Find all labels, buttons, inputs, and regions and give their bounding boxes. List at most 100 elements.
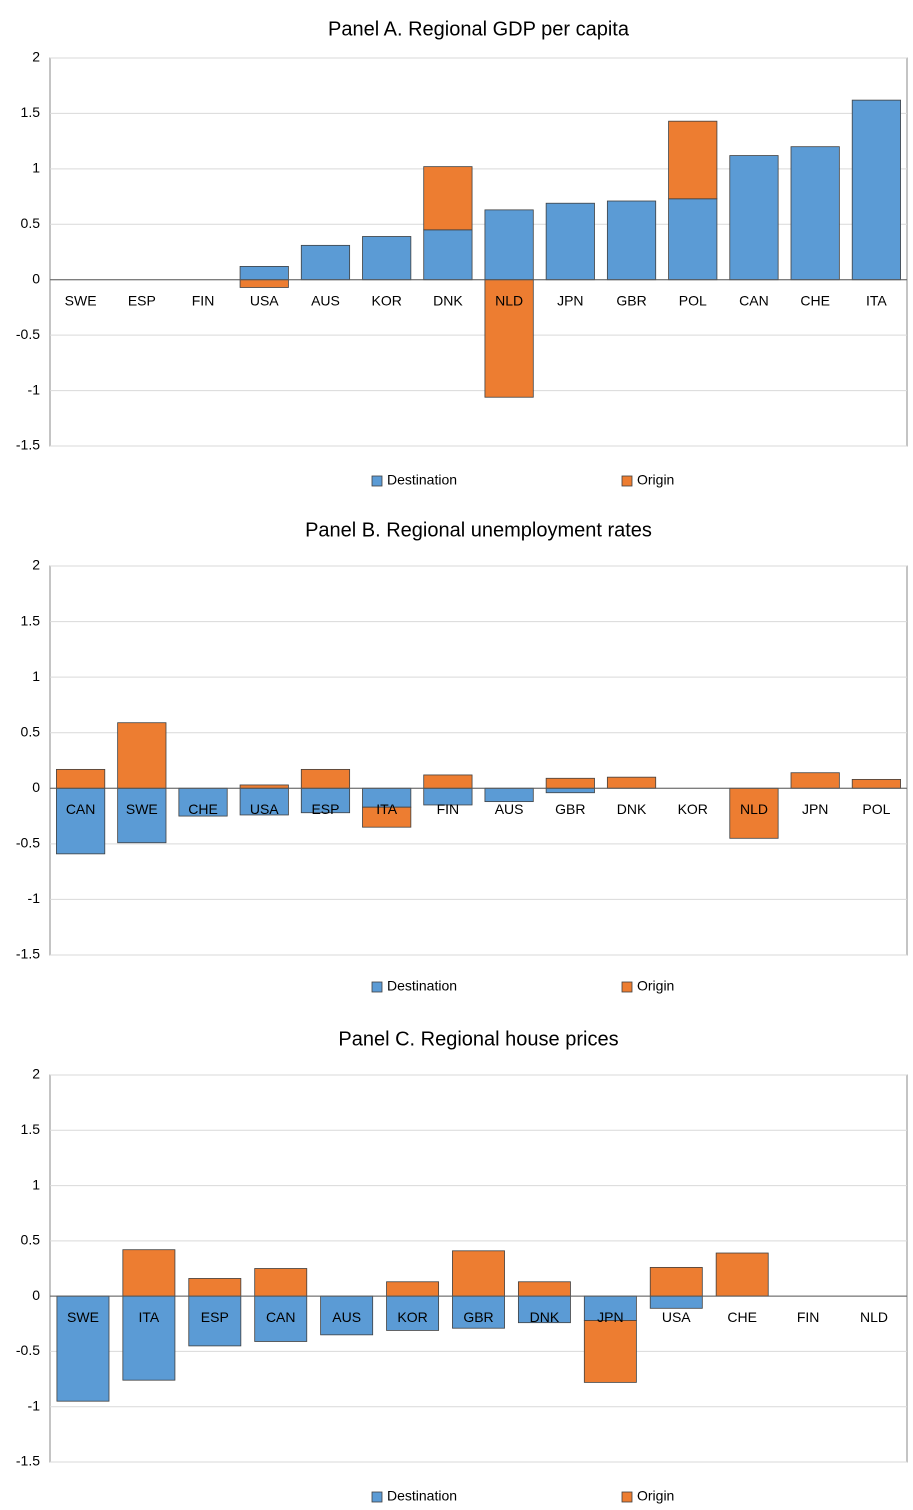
bar — [668, 198, 718, 281]
y-tick-label: 0.5 — [21, 215, 41, 231]
x-tick-label: AUS — [311, 292, 340, 308]
y-tick-label: 1.5 — [21, 104, 41, 120]
bar — [583, 1320, 637, 1383]
legend-swatch — [371, 981, 383, 993]
bar — [188, 1295, 242, 1347]
bar — [423, 774, 473, 789]
bar — [484, 209, 534, 281]
bar — [122, 1295, 176, 1381]
x-tick-label: FIN — [797, 1309, 820, 1325]
y-tick-label: 0 — [32, 270, 40, 286]
legend-label: Origin — [637, 472, 674, 488]
x-tick-label: DNK — [530, 1309, 560, 1325]
bar — [484, 787, 534, 803]
plot-area — [49, 565, 908, 956]
bar — [851, 99, 901, 281]
x-tick-label: FIN — [192, 292, 215, 308]
bar — [606, 776, 657, 789]
bar — [851, 778, 901, 789]
bar — [545, 787, 595, 794]
bar — [300, 768, 351, 789]
bar — [649, 1266, 703, 1297]
bar — [668, 120, 718, 200]
bar — [239, 279, 289, 288]
x-tick-label: USA — [250, 801, 279, 817]
x-tick-label: JPN — [557, 292, 583, 308]
y-tick-label: -0.5 — [16, 835, 40, 851]
legend-swatch — [371, 475, 383, 487]
x-tick-label: ESP — [311, 801, 339, 817]
x-tick-label: NLD — [495, 292, 523, 308]
x-tick-label: ITA — [866, 292, 887, 308]
y-tick-label: 1 — [32, 668, 40, 684]
bar — [178, 787, 228, 817]
chart-title: Panel C. Regional house prices — [338, 1028, 618, 1050]
legend-label: Destination — [387, 1488, 457, 1504]
legend-label: Destination — [387, 472, 457, 488]
x-tick-label: ITA — [139, 1309, 160, 1325]
x-tick-label: JPN — [802, 801, 828, 817]
bar — [239, 787, 289, 816]
bar — [56, 1295, 110, 1402]
bar — [790, 146, 840, 281]
y-tick-label: -1 — [28, 381, 41, 397]
x-tick-label: CAN — [739, 292, 769, 308]
x-tick-label: JPN — [597, 1309, 623, 1325]
bar — [452, 1250, 505, 1297]
bar — [729, 787, 779, 839]
bar — [606, 200, 657, 281]
y-tick-label: 2 — [32, 1066, 40, 1082]
y-tick-label: 1.5 — [21, 612, 41, 628]
bar — [729, 155, 779, 281]
bar — [254, 1295, 308, 1342]
x-tick-label: DNK — [433, 292, 463, 308]
bar — [545, 777, 595, 789]
x-tick-label: NLD — [860, 1309, 888, 1325]
x-tick-label: DNK — [617, 801, 647, 817]
y-tick-label: -1.5 — [16, 946, 40, 962]
bar — [300, 787, 351, 814]
bar — [122, 1249, 176, 1297]
x-tick-label: SWE — [65, 292, 97, 308]
y-tick-label: -1.5 — [16, 1453, 40, 1469]
legend-swatch — [621, 981, 633, 993]
y-tick-label: 0 — [32, 779, 40, 795]
y-tick-label: 0 — [32, 1287, 40, 1303]
bar — [484, 279, 534, 398]
x-tick-label: GBR — [463, 1309, 493, 1325]
legend-label: Origin — [637, 978, 674, 994]
x-tick-label: ITA — [376, 801, 397, 817]
y-tick-label: 2 — [32, 557, 40, 573]
x-tick-label: FIN — [437, 801, 460, 817]
legend-label: Origin — [637, 1488, 674, 1504]
bar — [188, 1278, 242, 1297]
y-tick-label: -1.5 — [16, 437, 40, 453]
bar — [254, 1268, 308, 1297]
y-tick-label: -1 — [28, 1397, 41, 1413]
bar — [362, 236, 412, 281]
bar — [117, 787, 167, 844]
legend-swatch — [621, 1491, 633, 1503]
bar — [56, 787, 106, 855]
bar — [300, 244, 351, 281]
chart-title: Panel A. Regional GDP per capita — [328, 18, 630, 40]
legend-swatch — [371, 1491, 383, 1503]
y-tick-label: 2 — [32, 49, 40, 65]
x-tick-label: CHE — [800, 292, 830, 308]
y-tick-label: 0.5 — [21, 1232, 41, 1248]
y-tick-label: -0.5 — [16, 326, 40, 342]
y-tick-label: 1 — [32, 160, 40, 176]
x-tick-label: CHE — [727, 1309, 757, 1325]
bar — [239, 266, 289, 281]
x-tick-label: ESP — [201, 1309, 229, 1325]
x-tick-label: GBR — [616, 292, 646, 308]
x-tick-label: AUS — [332, 1309, 361, 1325]
x-tick-label: SWE — [67, 1309, 99, 1325]
bar — [386, 1295, 440, 1331]
x-tick-label: KOR — [372, 292, 402, 308]
bar — [649, 1295, 703, 1309]
x-tick-label: CAN — [266, 1309, 296, 1325]
bar — [117, 722, 167, 789]
bar — [517, 1295, 571, 1324]
